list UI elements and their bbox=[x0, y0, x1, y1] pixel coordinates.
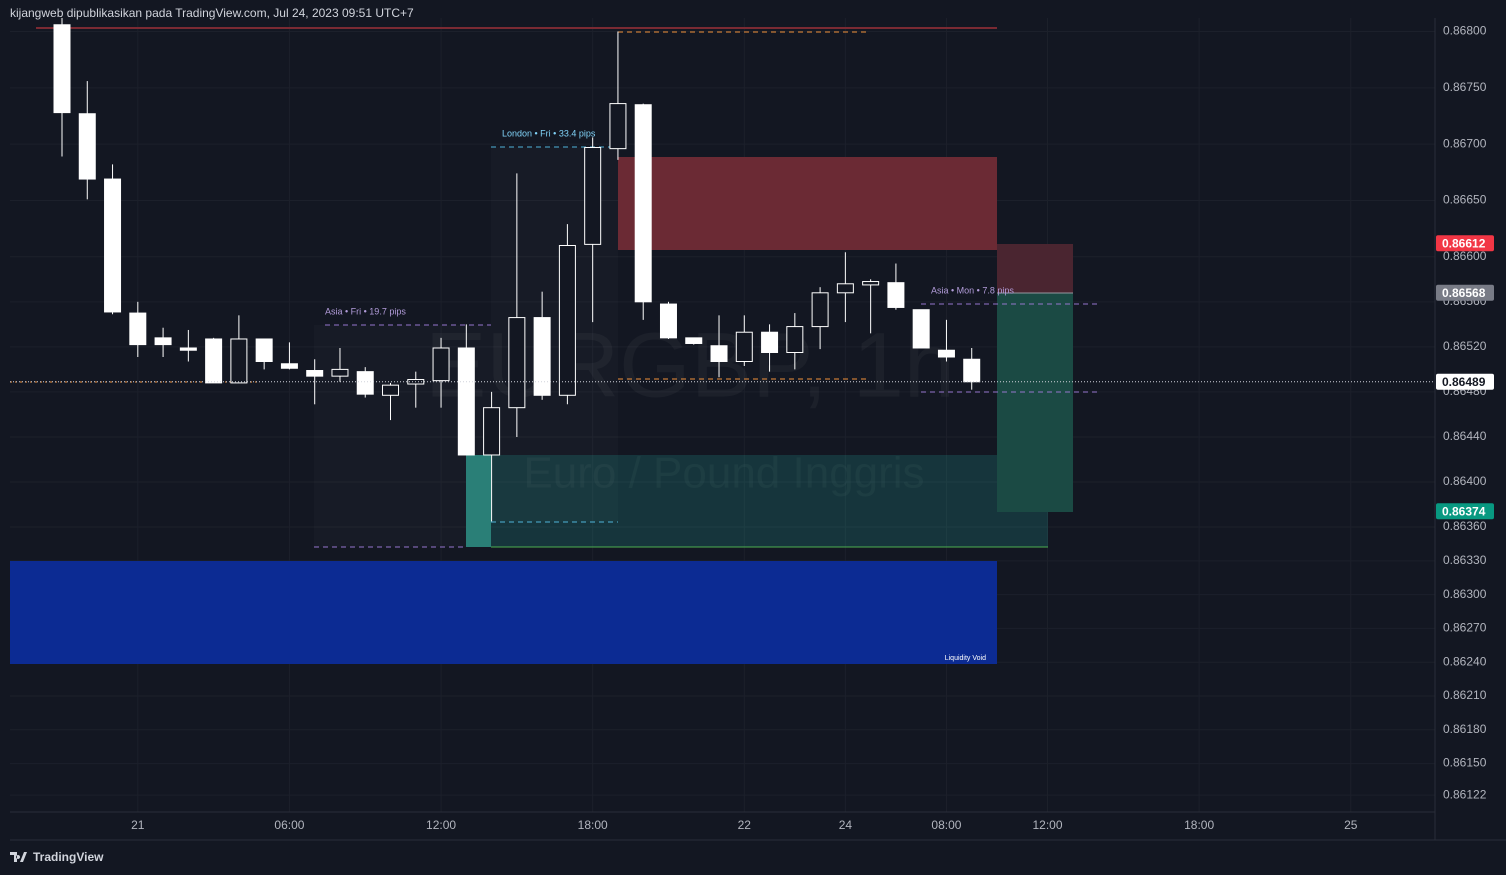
y-tick-label: 0.86122 bbox=[1443, 787, 1487, 801]
candle-body bbox=[685, 337, 703, 344]
candle-body bbox=[862, 281, 880, 286]
candle-body bbox=[937, 349, 955, 358]
y-tick-label: 0.86330 bbox=[1443, 553, 1487, 567]
x-tick-label: 12:00 bbox=[426, 818, 456, 832]
y-tick-label: 0.86150 bbox=[1443, 756, 1487, 770]
y-tick-label: 0.86440 bbox=[1443, 429, 1487, 443]
x-tick-label: 06:00 bbox=[274, 818, 304, 832]
price-tag-label: 0.86374 bbox=[1442, 504, 1486, 518]
candles bbox=[10, 18, 1435, 522]
candle-body bbox=[836, 283, 854, 294]
supply-zone bbox=[618, 157, 997, 250]
candle-body bbox=[280, 363, 298, 369]
y-tick-label: 0.86180 bbox=[1443, 722, 1487, 736]
demand-zone-edge bbox=[466, 455, 491, 547]
x-tick-label: 18:00 bbox=[1184, 818, 1214, 832]
candle-body bbox=[761, 331, 779, 353]
candle-body bbox=[558, 245, 576, 396]
x-tick-label: 24 bbox=[839, 818, 853, 832]
price-tag bbox=[1436, 503, 1494, 520]
candle-body bbox=[634, 104, 652, 303]
candle-body bbox=[306, 370, 324, 377]
candle-body bbox=[104, 178, 122, 313]
price-tag bbox=[1436, 284, 1494, 301]
candle-body bbox=[483, 407, 501, 456]
y-tick-label: 0.86650 bbox=[1443, 193, 1487, 207]
candle-body bbox=[533, 317, 551, 396]
x-tick-label: 21 bbox=[131, 818, 145, 832]
candle-body bbox=[508, 317, 526, 409]
annotation: Liquidity Void bbox=[945, 655, 986, 662]
annotation: Asia • Fri • 19.7 pips bbox=[325, 306, 406, 316]
candle-body bbox=[356, 371, 374, 395]
candle-body bbox=[963, 358, 981, 383]
stop-zone bbox=[997, 244, 1073, 293]
candle-body bbox=[735, 331, 753, 363]
candle-body bbox=[912, 309, 930, 349]
y-tick-label: 0.86700 bbox=[1443, 136, 1487, 150]
y-tick-label: 0.86240 bbox=[1443, 654, 1487, 668]
candle-body bbox=[230, 338, 248, 384]
liquidity-void bbox=[10, 561, 997, 664]
candle-body bbox=[457, 347, 475, 456]
annotation: Asia • Mon • 7.8 pips bbox=[931, 285, 1014, 295]
x-tick-label: 18:00 bbox=[578, 818, 608, 832]
candle-body bbox=[710, 345, 728, 363]
candle-body bbox=[255, 338, 273, 363]
watermark-subtitle: Euro / Pound Inggris bbox=[523, 449, 924, 498]
header: kijangweb dipublikasikan pada TradingVie… bbox=[10, 6, 414, 20]
x-tick-label: 12:00 bbox=[1033, 818, 1063, 832]
candle-body bbox=[78, 113, 96, 180]
y-tick-label: 0.86210 bbox=[1443, 688, 1487, 702]
y-tick-label: 0.86800 bbox=[1443, 24, 1487, 38]
price-tag-label: 0.86489 bbox=[1442, 375, 1486, 389]
y-tick-label: 0.86750 bbox=[1443, 80, 1487, 94]
candle-body bbox=[382, 384, 400, 396]
candle-body bbox=[129, 312, 147, 346]
candle-body bbox=[331, 368, 349, 377]
candle-body bbox=[205, 338, 223, 384]
candle-body bbox=[179, 347, 197, 351]
candle-body bbox=[432, 347, 450, 382]
y-tick-label: 0.86520 bbox=[1443, 339, 1487, 353]
footer-logo: TradingView bbox=[33, 850, 104, 864]
candle-body bbox=[887, 282, 905, 308]
candle-body bbox=[584, 147, 602, 245]
demand-zone bbox=[466, 455, 1048, 547]
price-tag-label: 0.86612 bbox=[1442, 236, 1486, 250]
x-tick-label: 25 bbox=[1344, 818, 1358, 832]
y-tick-label: 0.86270 bbox=[1443, 621, 1487, 635]
candle-body bbox=[659, 303, 677, 339]
candle-body bbox=[53, 24, 71, 114]
target-zone bbox=[997, 293, 1073, 512]
price-tag-label: 0.86568 bbox=[1442, 286, 1486, 300]
price-tag bbox=[1436, 235, 1494, 252]
y-tick-label: 0.86300 bbox=[1443, 587, 1487, 601]
y-tick-label: 0.86400 bbox=[1443, 474, 1487, 488]
candle-body bbox=[786, 326, 804, 353]
candle-body bbox=[811, 292, 829, 328]
x-tick-label: 22 bbox=[738, 818, 752, 832]
x-tick-label: 08:00 bbox=[931, 818, 961, 832]
y-tick-label: 0.86360 bbox=[1443, 519, 1487, 533]
candle-body bbox=[154, 337, 172, 346]
price-tag bbox=[1436, 373, 1494, 390]
annotation: London • Fri • 33.4 pips bbox=[502, 128, 596, 138]
candle-body bbox=[609, 103, 627, 150]
axes: 0.86800 0.86750 0.86700 0.86650 0.86600 0.865… bbox=[131, 24, 1494, 832]
logo-icon bbox=[10, 852, 27, 862]
y-tick-label: 0.86600 bbox=[1443, 249, 1487, 263]
